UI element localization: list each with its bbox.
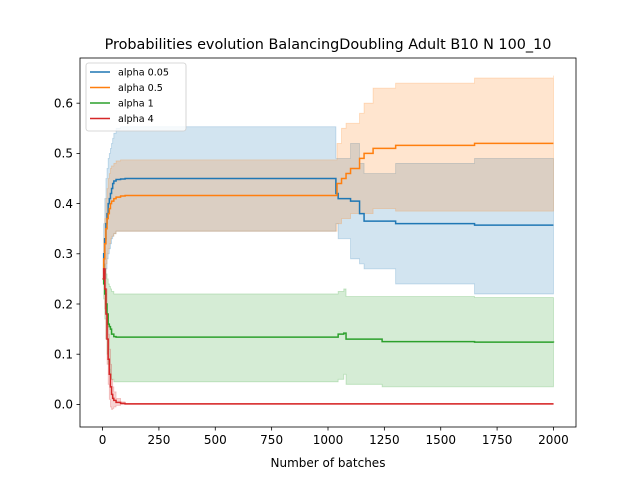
x-tick-label: 1250	[369, 433, 400, 447]
y-tick-label: 0.1	[54, 348, 73, 362]
x-tick-label: 500	[204, 433, 227, 447]
line-series-1	[102, 142, 554, 280]
band-series-0	[102, 126, 554, 295]
y-tick-label: 0.5	[54, 147, 73, 161]
legend-entry: alpha 0.05	[118, 68, 169, 79]
y-tick-label: 0.4	[54, 197, 73, 211]
x-tick-label: 1500	[425, 433, 456, 447]
confidence-bands	[102, 75, 554, 410]
y-axis: 0.0 0.1 0.2 0.3 0.4 0.5 0.6	[54, 96, 80, 412]
legend-box	[85, 62, 187, 132]
x-tick-label: 750	[260, 433, 283, 447]
x-tick-label: 1750	[482, 433, 513, 447]
legend-entry: alpha 0.5	[118, 83, 163, 94]
legend: alpha 0.05 alpha 0.5 alpha 1 alpha 4	[85, 62, 187, 132]
x-tick-label: 250	[147, 433, 170, 447]
x-tick-label: 1000	[313, 433, 344, 447]
x-axis-label: Number of batches	[271, 456, 386, 470]
x-axis: 0 250 500 750 1000 1250 1500 1750 2000	[99, 427, 569, 447]
legend-entry: alpha 1	[118, 99, 154, 110]
x-tick-label: 2000	[538, 433, 569, 447]
y-tick-label: 0.0	[54, 398, 73, 412]
y-tick-label: 0.2	[54, 297, 73, 311]
line-series-3	[102, 268, 554, 405]
y-tick-label: 0.6	[54, 96, 73, 110]
chart-title: Probabilities evolution BalancingDoublin…	[105, 37, 552, 53]
series-lines	[102, 142, 555, 405]
x-tick-label: 0	[99, 433, 107, 447]
legend-entry: alpha 4	[118, 114, 154, 125]
y-tick-label: 0.3	[54, 247, 73, 261]
band-series-1	[102, 75, 554, 280]
